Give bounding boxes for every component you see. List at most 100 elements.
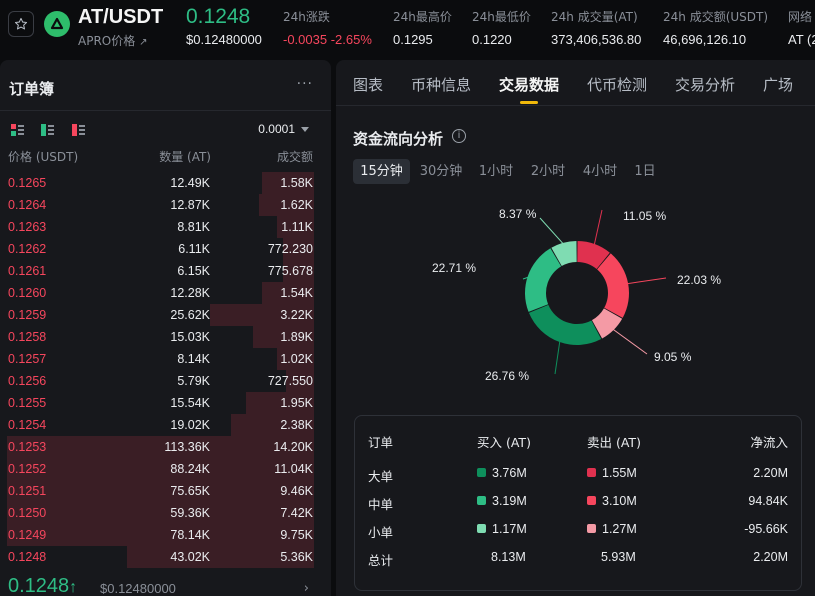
order-book-row[interactable]: 0.1256 5.79K 727.550 (0, 370, 331, 392)
table-header-net: 净流入 (750, 435, 788, 450)
donut-leader-line (593, 209, 603, 247)
tab-token-check[interactable]: 代币检测 (587, 76, 648, 94)
stat-label: 24h最低价 (472, 10, 531, 24)
info-icon[interactable]: i (452, 129, 466, 143)
order-book-row[interactable]: 0.1262 6.11K 772.230 (0, 238, 331, 260)
precision-value: 0.0001 (258, 122, 295, 136)
tab-chart[interactable]: 图表 (353, 76, 384, 94)
order-book-row[interactable]: 0.1260 12.28K 1.54K (0, 282, 331, 304)
ask-total: 9.75K (280, 528, 313, 542)
buy-amount: 8.13M (491, 550, 526, 564)
depth-bar (7, 502, 314, 524)
donut-slice[interactable] (528, 304, 602, 345)
ask-price: 0.1256 (8, 374, 47, 388)
tab-trading-data[interactable]: 交易数据 (499, 76, 560, 94)
order-book-row[interactable]: 0.1250 59.36K 7.42K (0, 502, 331, 524)
order-book-row[interactable]: 0.1265 12.49K 1.58K (0, 172, 331, 194)
market-header: AT/USDT APRO价格 ↗ 0.1248 $0.12480000 24h涨… (0, 0, 815, 60)
order-book-row[interactable]: 0.1253 113.36K 14.20K (0, 436, 331, 458)
table-header-order: 订单 (368, 435, 394, 450)
order-book-row[interactable]: 0.1251 75.65K 9.46K (0, 480, 331, 502)
order-book-row[interactable]: 0.1258 15.03K 1.89K (0, 326, 331, 348)
token-price-link-label: APRO价格 (78, 34, 136, 48)
interval-4h[interactable]: 4小时 (582, 164, 618, 179)
donut-slice[interactable] (591, 308, 623, 339)
donut-slice[interactable] (551, 241, 577, 267)
favorite-star-button[interactable] (8, 11, 34, 37)
donut-slice[interactable] (597, 253, 629, 318)
order-book-row[interactable]: 0.1264 12.87K 1.62K (0, 194, 331, 216)
order-book-row[interactable]: 0.1248 43.02K 5.36K (0, 546, 331, 568)
mid-price-usd: $0.12480000 (100, 581, 176, 596)
order-book-row[interactable]: 0.1252 88.24K 11.04K (0, 458, 331, 480)
ask-quantity: 78.14K (170, 528, 210, 542)
sell-amount-value: 1.55M (602, 466, 637, 480)
donut-leader-line (626, 277, 667, 285)
ask-price: 0.1257 (8, 352, 47, 366)
donut-leader-line (539, 217, 565, 246)
stat-value: 373,406,536.80 (551, 32, 642, 47)
book-mode-both-icon[interactable] (11, 124, 25, 136)
buy-amount-value: 8.13M (491, 550, 526, 564)
order-book-row[interactable]: 0.1255 15.54K 1.95K (0, 392, 331, 414)
interval-2h[interactable]: 2小时 (530, 164, 566, 179)
donut-slice-label: 22.03 % (677, 273, 721, 287)
sell-amount: 1.27M (587, 522, 637, 536)
order-book-row[interactable]: 0.1254 19.02K 2.38K (0, 414, 331, 436)
order-type-label: 总计 (368, 553, 394, 568)
chevron-right-icon[interactable]: › (303, 581, 309, 596)
stat-label: 网络 (788, 10, 813, 24)
ask-total: 772.230 (267, 242, 313, 256)
stat-label: 24h涨跌 (283, 10, 330, 24)
ask-total: 1.02K (280, 352, 313, 366)
depth-bar (261, 172, 314, 194)
interval-30m[interactable]: 30分钟 (419, 164, 463, 179)
stat-24h-high: 24h最高价 0.1295 (393, 8, 452, 47)
stat-label: 24h 成交量(AT) (551, 10, 638, 24)
buy-amount: 1.17M (477, 522, 527, 536)
ask-total: 727.550 (267, 374, 313, 388)
depth-bar (277, 348, 314, 370)
order-book-title: 订单簿 (9, 80, 55, 98)
donut-slice-label: 26.76 % (485, 369, 529, 383)
depth-bar (7, 436, 314, 458)
precision-select[interactable]: 0.0001 (258, 122, 309, 136)
column-header-price: 价格 (USDT) (8, 150, 79, 164)
tab-trade-analysis[interactable]: 交易分析 (675, 76, 736, 94)
sell-amount-value: 5.93M (601, 550, 636, 564)
order-book-row[interactable]: 0.1259 25.62K 3.22K (0, 304, 331, 326)
order-book-row[interactable]: 0.1261 6.15K 775.678 (0, 260, 331, 282)
interval-1d[interactable]: 1日 (634, 164, 656, 179)
ask-quantity: 8.81K (177, 220, 210, 234)
book-mode-bids-icon[interactable] (41, 124, 55, 136)
ask-quantity: 25.62K (170, 308, 210, 322)
depth-bar (258, 194, 314, 216)
order-book-row[interactable]: 0.1263 8.81K 1.11K (0, 216, 331, 238)
order-book-row[interactable]: 0.1257 8.14K 1.02K (0, 348, 331, 370)
depth-bar (126, 546, 314, 568)
interval-15m[interactable]: 15分钟 (353, 159, 410, 184)
depth-bar (283, 260, 314, 282)
donut-slice-label: 9.05 % (654, 350, 692, 364)
trading-data-panel: 图表 币种信息 交易数据 代币检测 交易分析 广场 资金流向分析 i 15分钟 … (336, 60, 815, 596)
external-link-icon: ↗ (139, 37, 148, 48)
ask-price: 0.1265 (8, 176, 47, 190)
ask-total: 3.22K (280, 308, 313, 322)
divider (0, 110, 331, 111)
donut-slice-label: 8.37 % (499, 207, 537, 221)
pair-name[interactable]: AT/USDT (78, 6, 164, 28)
interval-1h[interactable]: 1小时 (478, 164, 514, 179)
ask-total: 14.20K (273, 440, 313, 454)
ask-price: 0.1260 (8, 286, 47, 300)
donut-slice[interactable] (525, 248, 562, 312)
tab-square[interactable]: 广场 (763, 76, 794, 94)
star-icon (14, 17, 28, 30)
donut-slice[interactable] (577, 241, 610, 269)
token-price-link[interactable]: APRO价格 ↗ (78, 32, 147, 49)
net-inflow: -95.66K (744, 522, 788, 536)
more-options-icon[interactable]: ··· (296, 76, 313, 92)
stat-value: -0.0035 -2.65% (283, 32, 372, 47)
order-book-row[interactable]: 0.1249 78.14K 9.75K (0, 524, 331, 546)
tab-coin-info[interactable]: 币种信息 (411, 76, 472, 94)
book-mode-asks-icon[interactable] (72, 124, 86, 136)
